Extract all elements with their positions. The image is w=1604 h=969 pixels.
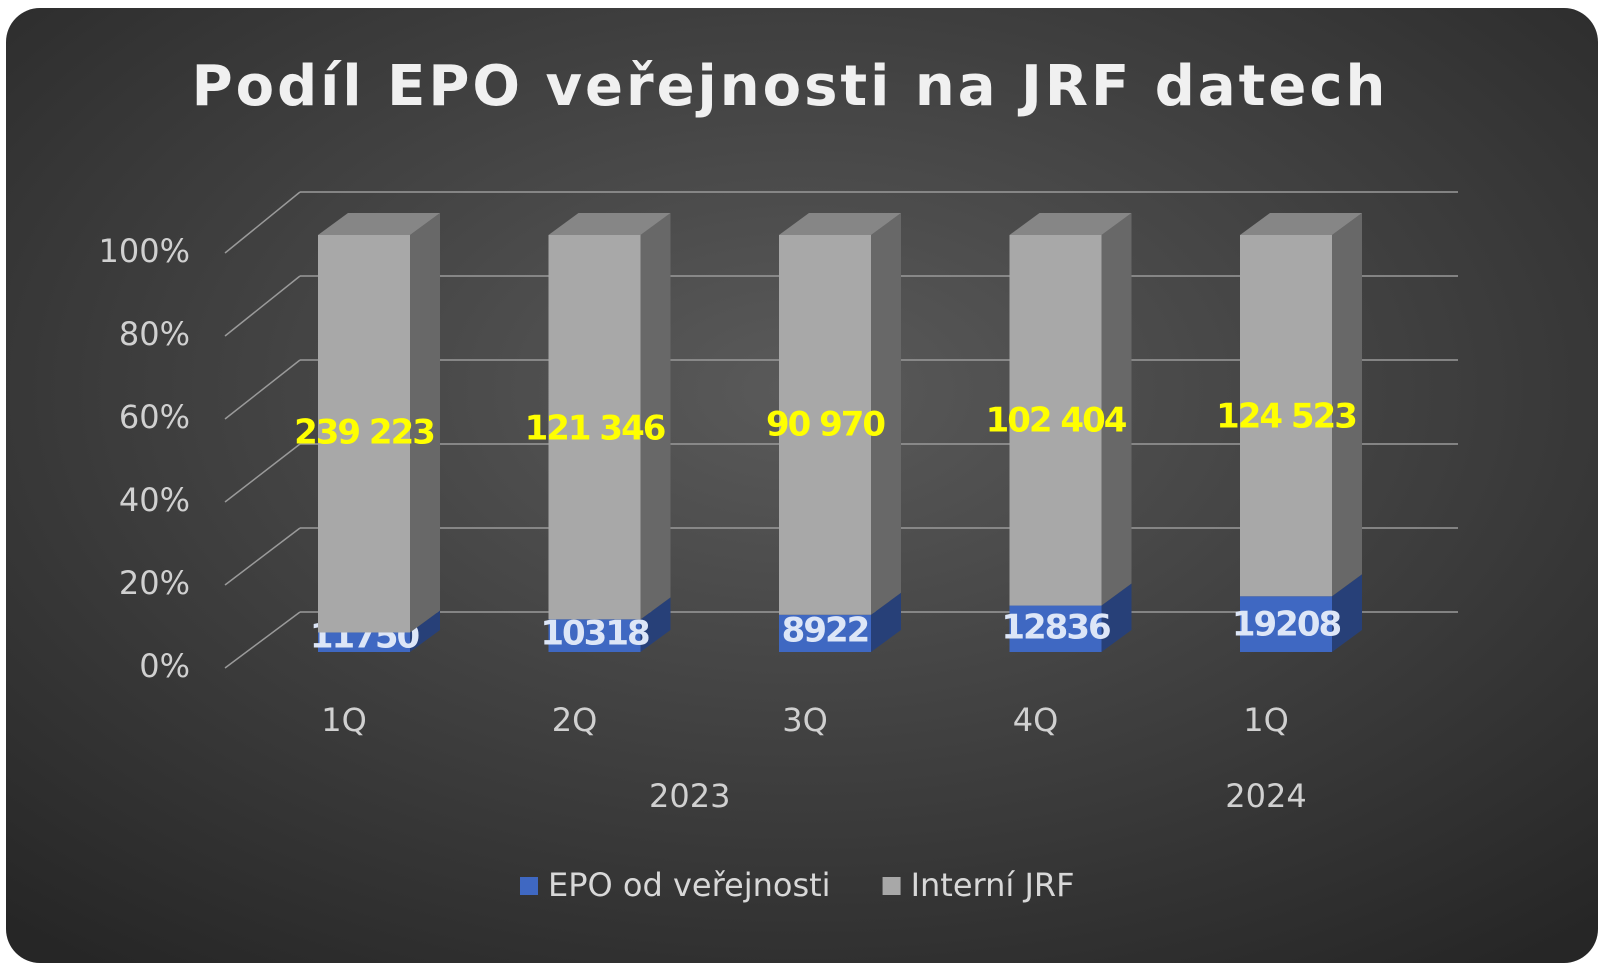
grid-line	[224, 191, 301, 254]
legend-label: Interní JRF	[911, 866, 1075, 904]
grid-line	[224, 611, 301, 669]
legend-swatch	[882, 877, 901, 895]
data-label: 239 223	[294, 413, 434, 453]
bar-side	[410, 610, 440, 652]
grid-line	[224, 275, 301, 337]
bar	[1009, 235, 1102, 606]
bar-side	[1101, 213, 1132, 606]
bar-top	[779, 213, 901, 235]
x-tick-label: 4Q	[1013, 701, 1059, 739]
bar-side	[871, 213, 901, 615]
chart-title: Podíl EPO veřejnosti na JRF datech	[192, 54, 1389, 119]
data-label: 19208	[1232, 605, 1341, 645]
bar-side	[1101, 583, 1132, 652]
bar-top	[318, 213, 440, 235]
bar	[779, 614, 871, 652]
bar-side	[1332, 574, 1362, 652]
bar-side	[640, 597, 671, 652]
data-label: 10318	[540, 614, 649, 654]
legend-label: EPO od veřejnosti	[548, 866, 831, 904]
bar-side	[410, 213, 440, 633]
bar	[1240, 235, 1332, 597]
bar	[318, 632, 410, 652]
y-tick-label: 0%	[139, 647, 190, 685]
y-tick-label: 20%	[119, 564, 190, 602]
bar	[1240, 596, 1332, 652]
bar	[318, 235, 410, 633]
x-tick-label: 1Q	[321, 701, 367, 739]
bar-side	[1332, 213, 1362, 597]
y-tick-label: 100%	[99, 232, 190, 270]
grid-line	[224, 527, 301, 586]
data-label: 12836	[1001, 608, 1110, 648]
grid-line	[224, 359, 301, 420]
data-label: 90 970	[766, 405, 885, 445]
x-tick-label: 2Q	[552, 701, 598, 739]
legend-swatch	[520, 877, 538, 895]
data-label: 124 523	[1216, 397, 1356, 437]
x-tick-label: 3Q	[782, 701, 828, 739]
grid-line	[224, 443, 301, 503]
y-tick-label: 40%	[119, 481, 190, 519]
bar-top	[1009, 213, 1132, 235]
bar-top	[1240, 213, 1362, 235]
bar-side	[871, 592, 901, 652]
bar	[1009, 605, 1102, 652]
bar	[548, 619, 641, 652]
data-label: 121 346	[525, 409, 665, 449]
y-tick-label: 80%	[119, 315, 190, 353]
bar	[779, 235, 871, 615]
x-tick-label: 1Q	[1243, 701, 1289, 739]
bar	[548, 235, 641, 620]
x-group-label: 2024	[1225, 777, 1306, 815]
data-label: 102 404	[986, 401, 1127, 441]
x-group-label: 2023	[649, 777, 730, 815]
bar-side	[640, 213, 671, 620]
bar-top	[548, 213, 671, 235]
y-tick-label: 60%	[119, 398, 190, 436]
data-label: 8922	[782, 611, 869, 651]
